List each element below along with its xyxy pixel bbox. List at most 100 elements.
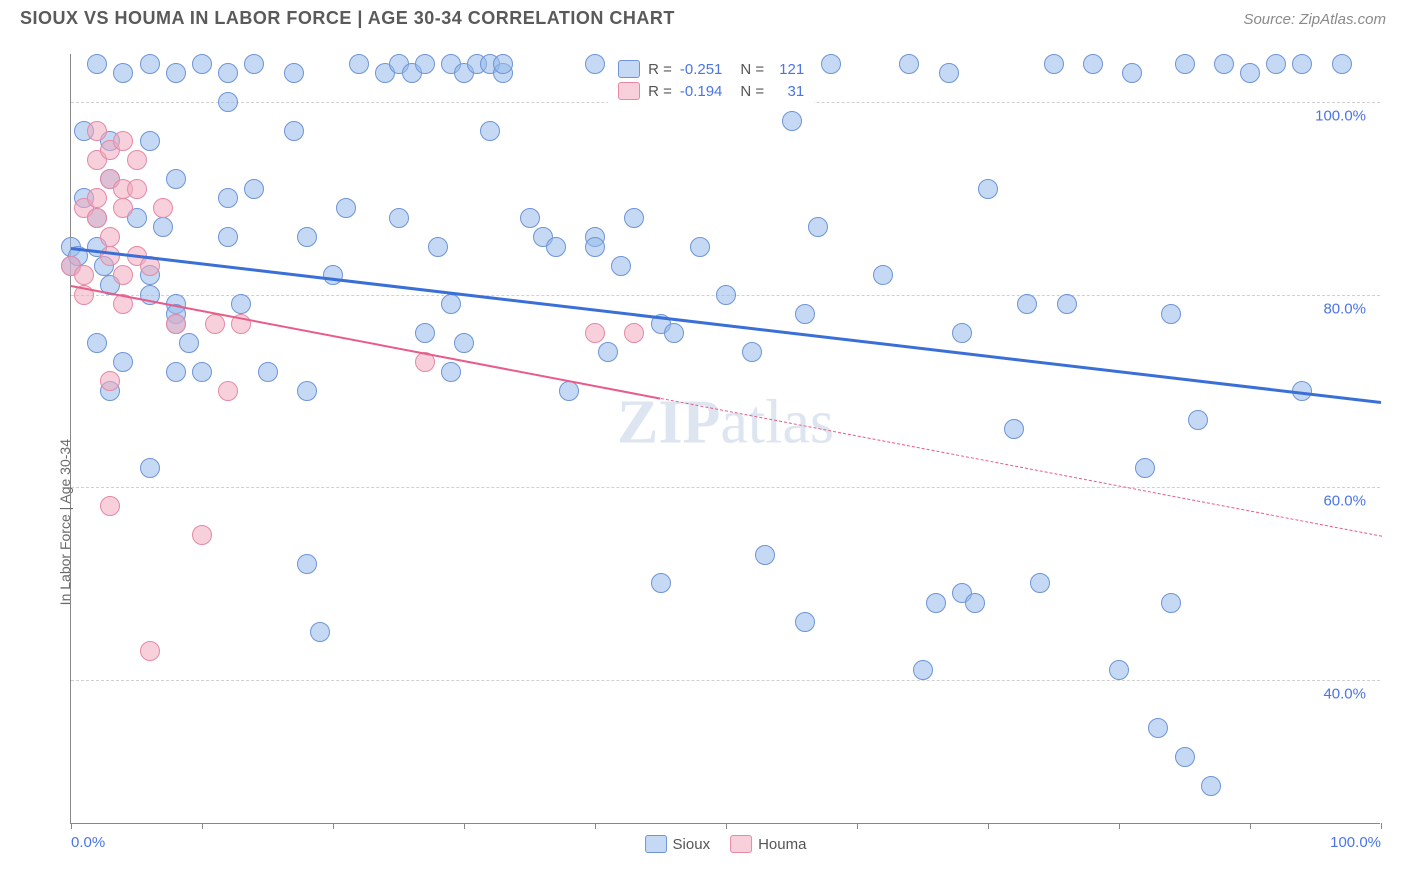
- scatter-point: [1057, 294, 1077, 314]
- scatter-point: [415, 54, 435, 74]
- y-tick-label: 100.0%: [1311, 108, 1370, 125]
- x-tick: [1381, 823, 1382, 829]
- scatter-point: [1030, 573, 1050, 593]
- scatter-point: [87, 188, 107, 208]
- scatter-point: [87, 333, 107, 353]
- y-tick-label: 60.0%: [1319, 493, 1370, 510]
- legend-r-value: -0.194: [680, 83, 723, 100]
- scatter-point: [218, 227, 238, 247]
- gridline: [71, 680, 1380, 681]
- legend-n-label: N =: [740, 83, 764, 100]
- legend-swatch: [645, 835, 667, 853]
- scatter-point: [284, 121, 304, 141]
- scatter-point: [480, 121, 500, 141]
- plot-area: In Labor Force | Age 30-34 ZIPatlas 40.0…: [70, 54, 1380, 824]
- scatter-point: [1292, 54, 1312, 74]
- scatter-point: [349, 54, 369, 74]
- scatter-point: [74, 265, 94, 285]
- legend-stats-row: R =-0.251N =121: [618, 58, 804, 80]
- scatter-point: [100, 227, 120, 247]
- scatter-point: [192, 54, 212, 74]
- scatter-point: [1266, 54, 1286, 74]
- scatter-point: [598, 342, 618, 362]
- legend-swatch: [618, 60, 640, 78]
- gridline: [71, 487, 1380, 488]
- scatter-point: [611, 256, 631, 276]
- watermark-light: atlas: [720, 389, 834, 457]
- scatter-point: [389, 208, 409, 228]
- scatter-point: [913, 660, 933, 680]
- x-tick: [464, 823, 465, 829]
- chart-container: In Labor Force | Age 30-34 ZIPatlas 40.0…: [20, 44, 1386, 864]
- scatter-point: [795, 304, 815, 324]
- scatter-point: [166, 314, 186, 334]
- scatter-point: [166, 169, 186, 189]
- scatter-point: [1004, 419, 1024, 439]
- scatter-point: [297, 227, 317, 247]
- scatter-point: [624, 323, 644, 343]
- scatter-point: [1122, 63, 1142, 83]
- scatter-point: [742, 342, 762, 362]
- scatter-point: [899, 54, 919, 74]
- scatter-point: [1175, 747, 1195, 767]
- x-tick: [595, 823, 596, 829]
- legend-stats-row: R =-0.194N =31: [618, 80, 804, 102]
- legend-series-item: Sioux: [645, 835, 711, 853]
- scatter-point: [441, 294, 461, 314]
- scatter-point: [821, 54, 841, 74]
- scatter-point: [113, 265, 133, 285]
- scatter-point: [140, 131, 160, 151]
- x-tick: [1250, 823, 1251, 829]
- x-tick: [71, 823, 72, 829]
- scatter-point: [192, 362, 212, 382]
- scatter-point: [179, 333, 199, 353]
- trend-line: [71, 285, 661, 400]
- legend-stats: R =-0.251N =121R =-0.194N =31: [608, 54, 814, 106]
- legend-swatch: [618, 82, 640, 100]
- x-tick: [726, 823, 727, 829]
- scatter-point: [795, 612, 815, 632]
- scatter-point: [1083, 54, 1103, 74]
- legend-series-item: Houma: [730, 835, 806, 853]
- scatter-point: [1175, 54, 1195, 74]
- legend-series: Sioux Houma: [645, 835, 807, 853]
- scatter-point: [1017, 294, 1037, 314]
- scatter-point: [218, 381, 238, 401]
- scatter-point: [231, 294, 251, 314]
- scatter-point: [140, 458, 160, 478]
- scatter-point: [585, 237, 605, 257]
- scatter-point: [1135, 458, 1155, 478]
- scatter-point: [244, 54, 264, 74]
- scatter-point: [218, 63, 238, 83]
- scatter-point: [166, 63, 186, 83]
- scatter-point: [520, 208, 540, 228]
- scatter-point: [952, 323, 972, 343]
- x-tick-label: 100.0%: [1330, 834, 1381, 851]
- scatter-point: [546, 237, 566, 257]
- legend-r-label: R =: [648, 83, 672, 100]
- scatter-point: [808, 217, 828, 237]
- scatter-point: [113, 63, 133, 83]
- scatter-point: [559, 381, 579, 401]
- scatter-point: [113, 131, 133, 151]
- scatter-point: [1201, 776, 1221, 796]
- scatter-point: [454, 333, 474, 353]
- scatter-point: [585, 54, 605, 74]
- scatter-point: [782, 111, 802, 131]
- scatter-point: [100, 496, 120, 516]
- scatter-point: [1188, 410, 1208, 430]
- scatter-point: [205, 314, 225, 334]
- scatter-point: [100, 371, 120, 391]
- scatter-point: [87, 54, 107, 74]
- chart-title: SIOUX VS HOUMA IN LABOR FORCE | AGE 30-3…: [20, 8, 675, 29]
- scatter-point: [127, 150, 147, 170]
- scatter-point: [87, 208, 107, 228]
- scatter-point: [624, 208, 644, 228]
- scatter-point: [939, 63, 959, 83]
- scatter-point: [1161, 593, 1181, 613]
- scatter-point: [873, 265, 893, 285]
- scatter-point: [428, 237, 448, 257]
- x-tick: [1119, 823, 1120, 829]
- scatter-point: [192, 525, 212, 545]
- scatter-point: [926, 593, 946, 613]
